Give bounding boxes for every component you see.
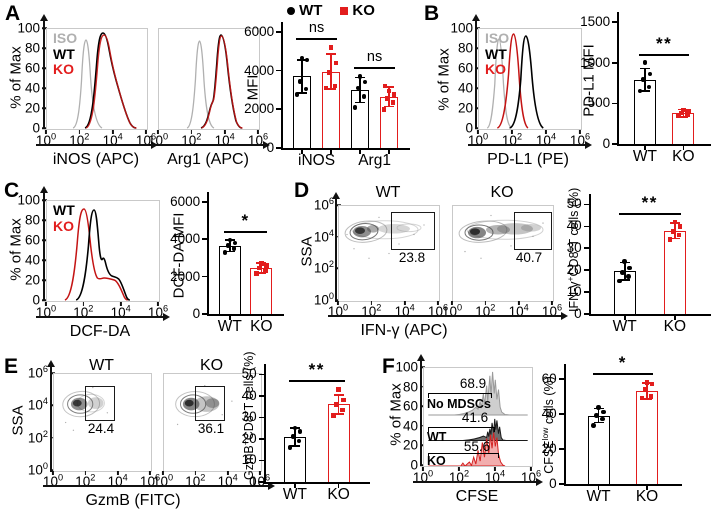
cfse-x-axis (413, 477, 543, 487)
legend-iso: ISO (53, 30, 78, 46)
panel-e-x-axis (43, 481, 275, 491)
bar-chart-pdl1-mfi: PD-L1 MFI 0 500 1000 1500 WT KO ** (580, 4, 719, 166)
panel-f-y-axis (416, 354, 426, 466)
gate-d-wt-value: 23.8 (398, 250, 426, 265)
bar-chart-dcfda-mfi: DCF-DA MFI 0 2000 4000 6000 WT KO * (170, 184, 292, 336)
histogram-dcfda-svg (47, 201, 159, 301)
panel-e-y-ticks: 106 104 102 100 (27, 363, 56, 478)
contour-d-wt-svg (339, 216, 425, 259)
gate-d-ko (514, 212, 552, 250)
legend-wt: WT (485, 45, 507, 62)
legend-ko: KO (485, 61, 506, 77)
contour-e-ko-x-ticks: 100 102 104 106 (152, 471, 271, 489)
panel-f-label: F (382, 355, 395, 378)
histogram-inos-svg (47, 29, 147, 129)
dcfda-x-axis (36, 312, 170, 322)
bar-chart-gzmb-cells: GzmB+CD8+T cells (%) 0 10 20 30 40 50 WT KO ** (240, 352, 378, 504)
panel-d-x-axis (328, 311, 568, 321)
cfse-gate-value-no-mdscs: 68.9 (459, 376, 487, 391)
gate-e-ko (195, 386, 225, 421)
contour-d-ko-title: KO (490, 184, 514, 201)
contour-d-ko-x-ticks: 100 102 104 106 (441, 301, 563, 319)
gate-e-ko-value: 36.1 (197, 421, 225, 436)
histogram-cfse: 68.9 No MDSCs 41.6 WT 55.6 KO (423, 367, 533, 468)
pdl1-x-ticks: 100 102 104 106 (467, 130, 591, 148)
cfse-series-label-no-mdscs: No MDSCs (427, 397, 491, 411)
contour-e-wt-title: WT (89, 357, 114, 374)
contour-d-wt-title: WT (375, 184, 401, 201)
dcfda-x-axis-label: DCF-DA (69, 323, 131, 340)
contour-e-ko-title: KO (199, 357, 224, 374)
panel-c-y-axis (39, 186, 49, 300)
contour-d-ko-svg (453, 214, 544, 259)
cfse-x-axis-label: CFSE (455, 488, 499, 505)
panel-b-y-ticks: 100 80 60 40 20 0 (450, 20, 481, 136)
panel-a-label: A (5, 2, 21, 25)
pdl1-x-axis (468, 140, 592, 150)
cfse-gate-value-wt: 41.6 (461, 410, 489, 425)
gate-e-wt (85, 386, 115, 421)
histogram-arg1 (158, 28, 260, 130)
bar-chart-ifng-cells: IFN-γ+CD8+T cells (%) 0 10 20 30 40 50 WT KO ** (565, 186, 719, 336)
dcfda-x-ticks: 100 102 104 106 (35, 302, 169, 320)
arg1-x-axis (150, 140, 270, 150)
panel-b-y-axis (471, 14, 481, 128)
legend-wt: WT (53, 45, 75, 62)
inos-x-axis-label: iNOS (APC) (52, 151, 140, 168)
arg1-x-ticks: 100 102 104 106 (147, 130, 269, 148)
contour-e-wt-svg (54, 386, 109, 431)
bar-chart-mfi: MFI 0 2000 4000 6000 iNOS Arg1 ns ns WT KO (244, 2, 418, 170)
panel-b-legend: ISO WT KO (485, 30, 510, 78)
inos-x-axis (36, 140, 158, 150)
panel-e-x-axis-label: GzmB (FITC) (85, 492, 181, 509)
panel-c-label: C (4, 179, 20, 202)
histogram-pdl1-svg (479, 29, 581, 129)
panel-c-legend: WT KO (53, 202, 75, 234)
legend-iso: ISO (485, 30, 510, 46)
panel-a-y-ticks: 100 80 60 40 20 0 (17, 20, 48, 136)
panel-f-y-ticks: 100 80 60 40 20 0 (395, 359, 426, 473)
contour-plot-d-ko (452, 205, 554, 302)
histogram-pdl1: ISO WT KO (478, 28, 582, 130)
gate-d-ko-value: 40.7 (515, 250, 543, 265)
contour-plot-e-ko (163, 373, 262, 472)
arg1-x-axis-label: Arg1 (APC) (167, 151, 249, 168)
panel-e-label: E (4, 355, 19, 378)
histogram-arg1-svg (159, 29, 259, 129)
gate-d-wt (391, 212, 435, 250)
histogram-inos: ISO WT KO (46, 28, 148, 130)
cfse-x-ticks: 100 102 104 106 (412, 467, 542, 485)
cfse-gate-bracket-ko (428, 452, 500, 459)
legend-ko: KO (53, 217, 74, 234)
panel-b-label: B (424, 2, 440, 25)
panel-e-y-axis (46, 360, 56, 472)
cfse-gate-bracket-no-mdscs (428, 392, 493, 399)
cfse-gate-value-ko: 55.6 (463, 439, 491, 454)
cfse-series-label-wt: WT (427, 430, 447, 444)
histogram-dcfda: WT KO (46, 200, 160, 302)
cfse-gate-bracket-wt (428, 426, 496, 433)
contour-d-wt-x-ticks: 100 102 104 106 (327, 301, 449, 319)
contour-e-wt-x-ticks: 100 102 104 106 (42, 471, 161, 489)
panel-a-legend: ISO WT KO (53, 30, 78, 78)
pdl1-x-axis-label: PD-L1 (PE) (487, 151, 569, 168)
inos-x-ticks: 100 102 104 106 (35, 130, 157, 148)
panel-c-y-ticks: 100 80 60 40 20 0 (17, 192, 48, 308)
contour-e-ko-svg (164, 384, 233, 426)
bar-chart-cfse-low: CFSElow cells (%) 0 20 40 60 WT KO * (540, 353, 690, 506)
gate-e-wt-value: 24.4 (87, 421, 115, 436)
contour-plot-e-wt (53, 373, 152, 472)
cfse-series-label-ko: KO (427, 454, 446, 468)
panel-d-label: D (294, 179, 310, 202)
legend-wt: WT (53, 202, 75, 218)
panel-a-y-axis (39, 14, 49, 128)
legend-ko: KO (53, 61, 74, 77)
contour-plot-d-wt (338, 205, 440, 302)
panel-d-x-axis-label: IFN-γ (APC) (360, 322, 448, 339)
panel-d-y-ticks: 106 104 102 100 (313, 195, 342, 308)
panel-d-y-axis (331, 192, 341, 302)
